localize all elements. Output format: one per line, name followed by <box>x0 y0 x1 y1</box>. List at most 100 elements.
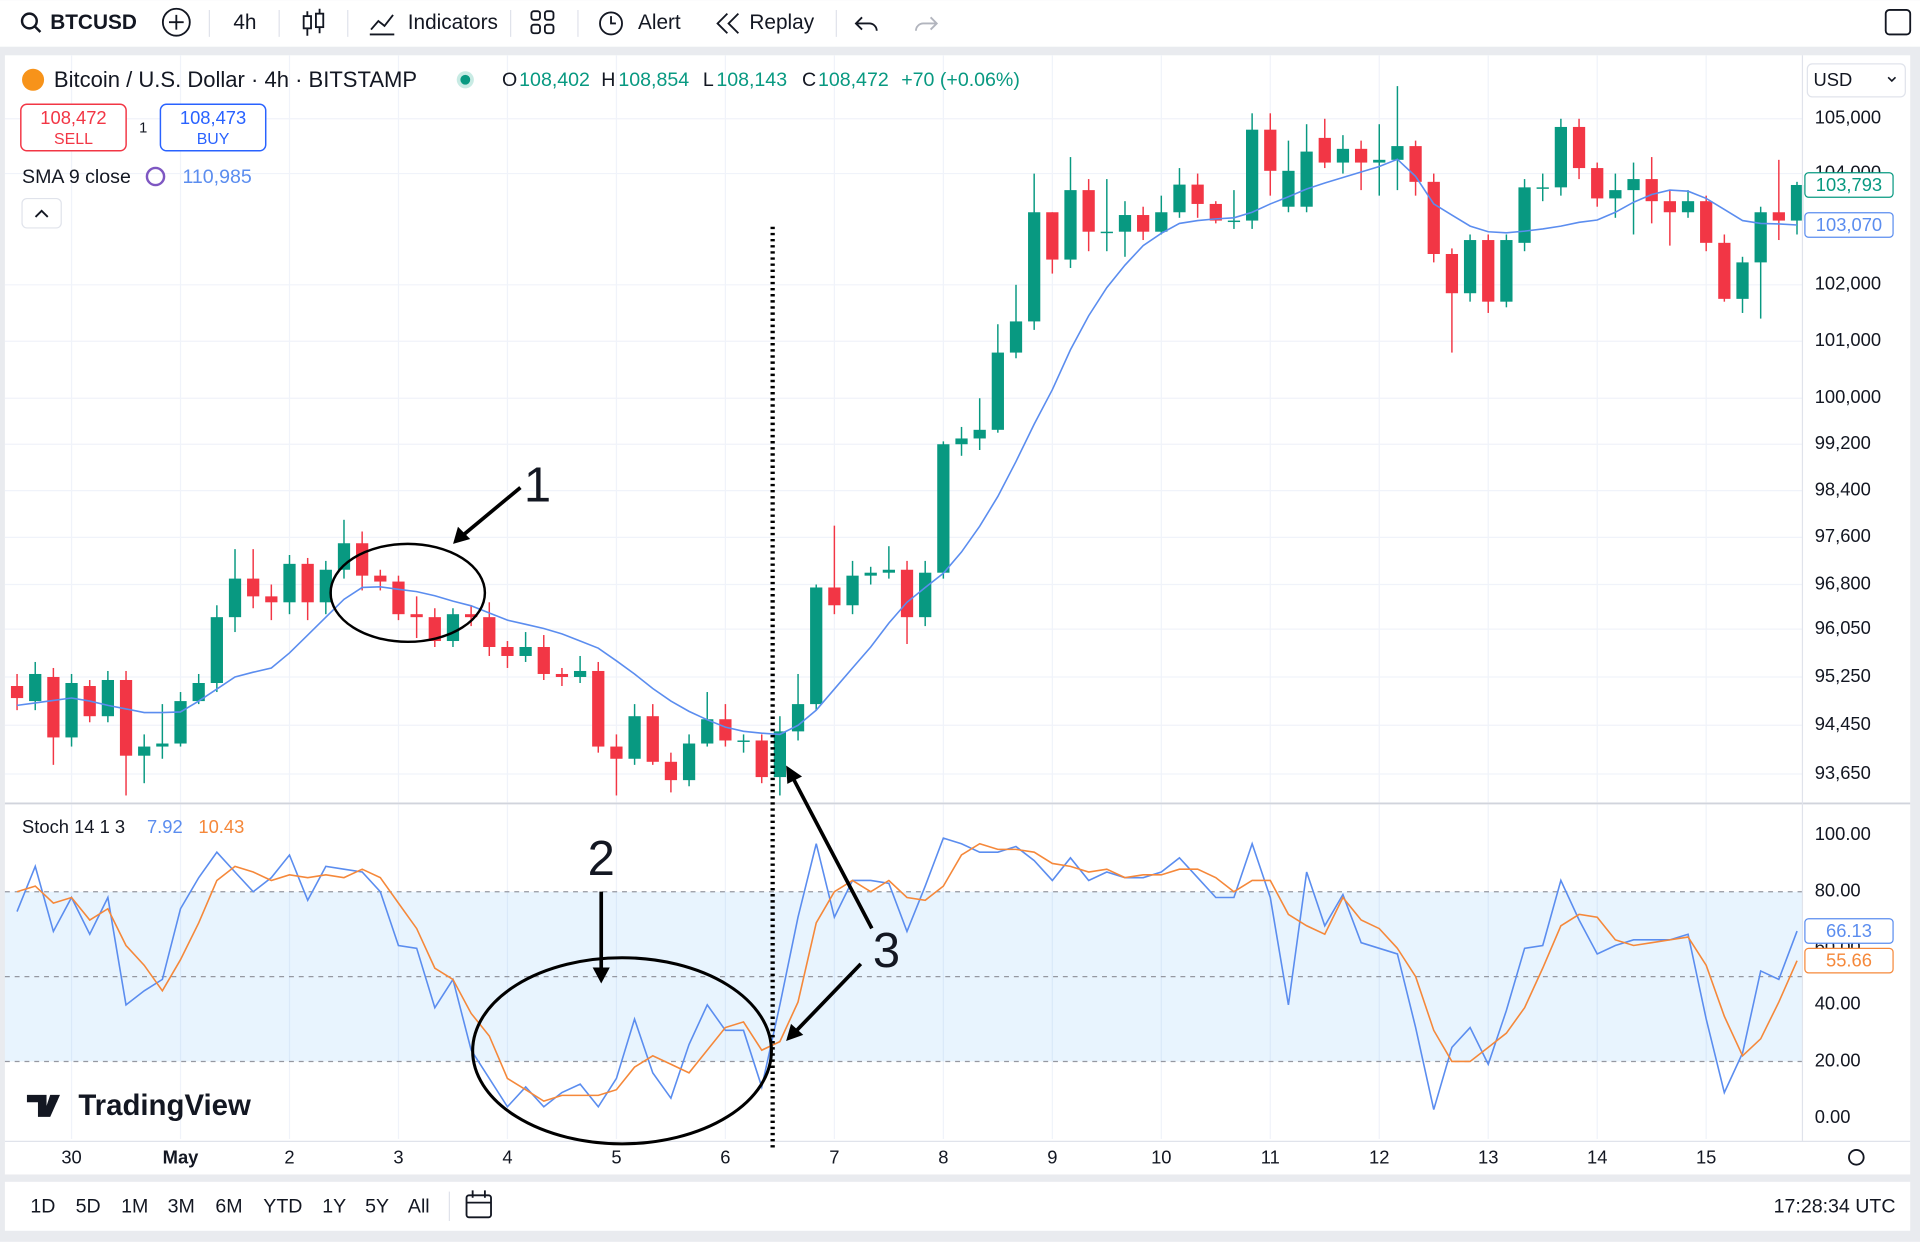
candle-body <box>1264 129 1277 171</box>
annotation-label: 1 <box>524 459 551 513</box>
x-tick-label: 4 <box>502 1146 512 1167</box>
annotation-label: 3 <box>873 924 900 978</box>
last-value-label: 103,793 <box>1816 174 1882 195</box>
layout-button[interactable] <box>530 10 555 35</box>
buy-button[interactable]: 108,473 BUY <box>159 103 267 152</box>
candle-body <box>1282 170 1295 207</box>
candle-body <box>1663 201 1676 213</box>
sma-settings-icon[interactable] <box>145 166 166 187</box>
range-button[interactable]: All <box>408 1196 430 1218</box>
range-button[interactable]: YTD <box>263 1196 302 1218</box>
x-tick-label: 7 <box>829 1146 839 1167</box>
candle-body <box>1482 240 1495 302</box>
candle-body <box>1336 148 1350 163</box>
indicators-button[interactable]: Indicators <box>369 11 498 36</box>
range-button[interactable]: 1M <box>121 1196 148 1218</box>
candle-body <box>1681 201 1695 213</box>
candle-body <box>900 569 914 618</box>
candle-body <box>646 716 659 762</box>
search-icon <box>33 25 42 33</box>
calendar-icon <box>466 1190 492 1204</box>
x-tick-label: 6 <box>720 1146 730 1167</box>
y-tick-label: 97,600 <box>1815 525 1871 546</box>
candle-body <box>1009 321 1023 353</box>
logo-text: TradingView <box>78 1089 251 1122</box>
candle-body <box>773 731 787 778</box>
candles-icon <box>315 12 325 29</box>
y-tick-label: 105,000 <box>1815 107 1881 128</box>
candle-body <box>1754 212 1767 263</box>
currency-button[interactable]: USD <box>1806 63 1906 98</box>
candle-body <box>1536 187 1549 189</box>
interval[interactable]: 4h <box>233 11 256 34</box>
candle-body <box>483 617 496 647</box>
plus-icon <box>168 14 184 30</box>
candle-body <box>973 429 986 439</box>
arrowhead <box>453 526 471 544</box>
stoch-d-legend: 10.43 <box>198 816 244 837</box>
stoch-k-legend: 7.92 <box>147 816 183 837</box>
candle-body <box>1137 215 1150 232</box>
search-button[interactable]: BTCUSD <box>20 11 137 34</box>
sell-label: SELL <box>54 131 93 148</box>
arrow <box>794 962 863 1033</box>
change: +70 (+0.06%) <box>901 69 1020 91</box>
buy-price: 108,473 <box>180 107 246 128</box>
last-value-label: 66.13 <box>1826 920 1872 941</box>
search-icon <box>20 12 38 30</box>
ohlc-label: H <box>601 69 615 91</box>
y-tick-label: 95,250 <box>1815 665 1871 686</box>
collapse-button[interactable] <box>21 197 62 229</box>
y-tick-label: 96,050 <box>1815 617 1871 638</box>
alert-button[interactable]: Alert <box>599 11 681 36</box>
replay-label[interactable]: Replay <box>749 11 814 34</box>
candle-body <box>1100 231 1113 234</box>
undo-button[interactable] <box>854 16 878 31</box>
currency: USD <box>1813 69 1852 90</box>
chart-type-button[interactable] <box>302 8 325 36</box>
compare-button[interactable] <box>161 7 191 37</box>
y-tick-label: 101,000 <box>1815 329 1881 350</box>
sell-button[interactable]: 108,472 SELL <box>20 103 127 152</box>
ohlc-value: 108,402 <box>519 69 590 91</box>
alert-label[interactable]: Alert <box>638 11 681 34</box>
fullscreen-button[interactable] <box>1884 9 1912 36</box>
ohlc-label: C <box>802 69 816 91</box>
candle-body <box>1373 159 1386 163</box>
arrow <box>461 486 522 537</box>
range-button[interactable]: 1Y <box>322 1196 346 1218</box>
tradingview-logo: TradingView <box>26 1089 251 1122</box>
candle-body <box>919 572 932 618</box>
goto-date-button[interactable] <box>465 1190 492 1219</box>
candle-body <box>737 740 750 742</box>
last-value-box <box>1804 918 1894 944</box>
candle-body <box>101 679 114 717</box>
last-value-label: 55.66 <box>1826 950 1872 971</box>
candle-body <box>1463 240 1477 294</box>
candle-body <box>1645 179 1658 202</box>
x-tick-label: 11 <box>1261 1146 1280 1167</box>
range-button[interactable]: 6M <box>215 1196 242 1218</box>
replay-button[interactable]: Replay <box>716 11 815 34</box>
annotation-label: 2 <box>588 832 615 886</box>
range-button[interactable]: 5D <box>76 1196 101 1218</box>
y-tick-label: 100,000 <box>1815 386 1881 407</box>
y-tick-label: 99,200 <box>1815 432 1871 453</box>
candle-body <box>991 352 1004 430</box>
candle-body <box>1064 190 1077 260</box>
ohlc-value: 108,854 <box>618 69 689 91</box>
symbol[interactable]: BTCUSD <box>50 11 137 34</box>
candle-body <box>1572 126 1586 169</box>
settings-button[interactable] <box>1848 1149 1865 1166</box>
candle-body <box>356 543 369 576</box>
candle-body <box>573 670 587 677</box>
indicators-label[interactable]: Indicators <box>408 11 498 34</box>
candle-body <box>1173 184 1186 213</box>
range-button[interactable]: 5Y <box>365 1196 389 1218</box>
candle-body <box>846 575 859 606</box>
candle-body <box>1445 253 1459 294</box>
redo-button[interactable] <box>915 16 939 31</box>
range-button[interactable]: 3M <box>168 1196 195 1218</box>
range-button[interactable]: 1D <box>30 1196 55 1218</box>
